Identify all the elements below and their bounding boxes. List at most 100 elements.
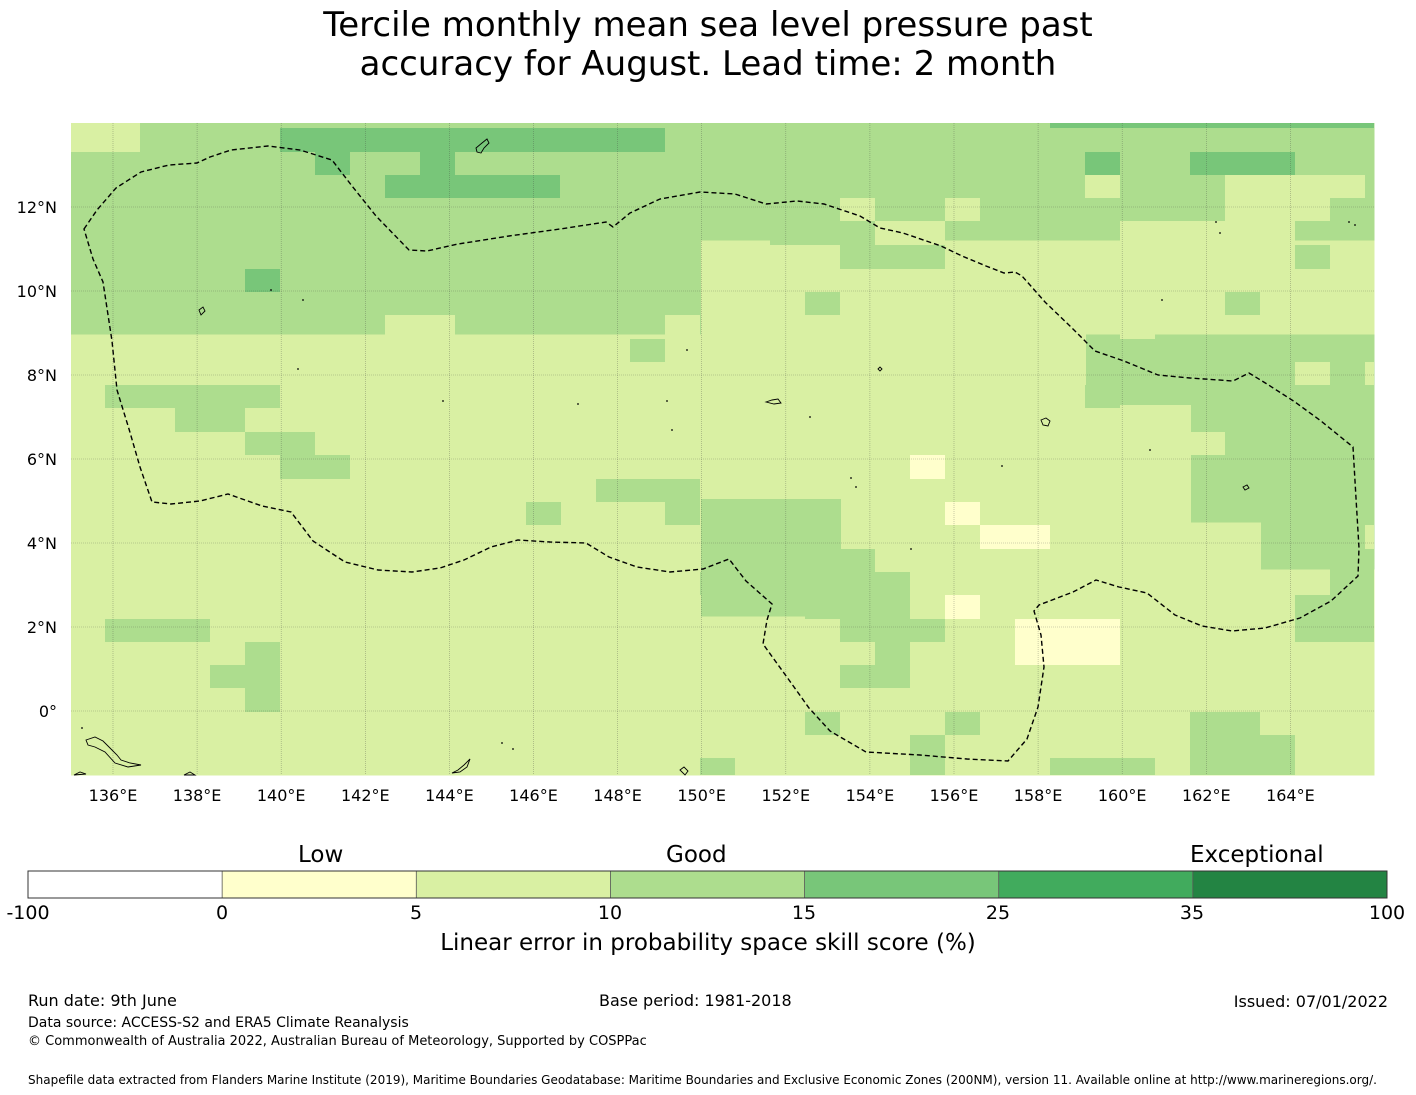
- skill-cell: [1121, 428, 1157, 453]
- skill-cell: [1016, 593, 1052, 617]
- skill-cell: [596, 640, 632, 664]
- skill-cell: [596, 381, 632, 406]
- skill-cell: [1191, 522, 1227, 547]
- longitude-tick-label: 160°E: [1098, 786, 1147, 805]
- skill-cell: [1156, 428, 1192, 453]
- skill-cell: [386, 616, 422, 641]
- skill-cell: [736, 499, 772, 523]
- skill-cell: [946, 522, 982, 547]
- skill-cell: [701, 240, 737, 265]
- skill-cell: [1156, 710, 1192, 735]
- skill-cell: [1366, 146, 1375, 171]
- skill-cell: [316, 240, 352, 265]
- skill-cell: [561, 663, 597, 688]
- skill-cell: [1366, 311, 1375, 335]
- skill-cell: [456, 240, 492, 265]
- skill-cell: [526, 663, 562, 688]
- skill-cell: [945, 712, 980, 735]
- skill-cell: [281, 593, 317, 617]
- skill-cell: [770, 221, 875, 245]
- skill-cell: [1156, 687, 1192, 711]
- skill-cell: [876, 146, 912, 171]
- skill-cell: [561, 170, 597, 194]
- skill-cell: [491, 546, 527, 570]
- skill-cell: [351, 593, 387, 617]
- skill-cell: [1331, 240, 1367, 265]
- skill-cell: [700, 572, 805, 595]
- skill-cell: [351, 264, 387, 288]
- skill-cell: [316, 264, 352, 288]
- skill-cell: [666, 452, 702, 476]
- skill-cell: [141, 311, 177, 335]
- skill-cell: [666, 663, 702, 688]
- skill-cell: [876, 123, 912, 147]
- latitude-tick-label: 6°N: [27, 450, 57, 469]
- skill-cell: [1086, 264, 1122, 288]
- skill-cell: [71, 687, 107, 711]
- skill-cell: [281, 264, 317, 288]
- skill-cell: [1261, 452, 1297, 476]
- island-outline: [764, 398, 782, 405]
- longitude-tick-label: 136°E: [89, 786, 138, 805]
- skill-cell: [771, 546, 807, 570]
- skill-cell: [876, 452, 912, 476]
- skill-cell: [911, 311, 947, 335]
- skill-cell: [841, 687, 877, 711]
- skill-cell: [666, 710, 702, 735]
- skill-cell: [1191, 593, 1227, 617]
- skill-cell: [701, 475, 737, 500]
- skill-cell: [456, 287, 492, 312]
- skill-cell: [981, 123, 1017, 147]
- skill-cell: [701, 146, 737, 171]
- skill-cell: [491, 616, 527, 641]
- skill-cell: [316, 734, 352, 758]
- skill-cell: [211, 640, 247, 664]
- skill-cell: [561, 757, 597, 776]
- skill-cell: [1086, 569, 1122, 594]
- skill-cell: [736, 311, 772, 335]
- skill-cell: [456, 569, 492, 594]
- skill-cell: [561, 193, 597, 218]
- skill-cell: [316, 569, 352, 594]
- skill-cell: [1365, 525, 1374, 549]
- skill-cell: [701, 358, 737, 382]
- skill-cell: [1016, 452, 1052, 476]
- skill-cell: [71, 710, 107, 735]
- skill-cell: [876, 687, 912, 711]
- skill-cell: [841, 311, 877, 335]
- skill-cell: [316, 616, 352, 641]
- copyright: © Commonwealth of Australia 2022, Austra…: [28, 1034, 647, 1049]
- skill-cell: [876, 710, 912, 735]
- skill-cell: [665, 315, 700, 362]
- skill-cell: [1016, 757, 1052, 776]
- skill-cell: [666, 616, 702, 641]
- skill-cell: [316, 217, 352, 241]
- skill-cell: [840, 198, 875, 221]
- skill-cell: [631, 217, 667, 241]
- skill-cell: [771, 311, 807, 335]
- skill-cell: [456, 593, 492, 617]
- skill-cell: [1156, 640, 1192, 664]
- skill-cell: [806, 123, 842, 147]
- skill-cell: [1296, 499, 1332, 523]
- skill-cell: [141, 123, 177, 147]
- skill-cell: [526, 264, 562, 288]
- skill-cell: [141, 757, 177, 776]
- skill-cell: [1016, 240, 1052, 265]
- skill-cell: [805, 572, 910, 619]
- skill-cell: [876, 522, 912, 547]
- skill-cell: [176, 569, 212, 594]
- skill-cell: [211, 757, 247, 776]
- skill-cell: [71, 757, 107, 776]
- skill-cell: [1051, 405, 1087, 429]
- skill-cell: [1156, 264, 1192, 288]
- skill-cell: [631, 287, 667, 312]
- skill-cell: [771, 193, 807, 218]
- skill-cell: [491, 475, 527, 500]
- longitude-tick-label: 158°E: [1014, 786, 1063, 805]
- colorbar-tick: 25: [985, 902, 1011, 924]
- skill-cell: [841, 710, 877, 735]
- skill-cell: [316, 593, 352, 617]
- skill-cell: [526, 757, 562, 776]
- skill-cell: [1261, 334, 1297, 359]
